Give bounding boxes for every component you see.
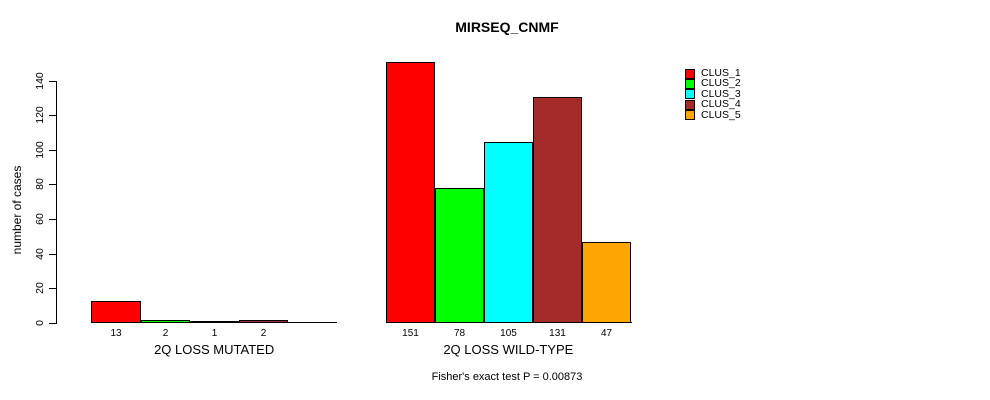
legend-label: CLUS_3 [701,87,741,100]
y-tick-label: 20 [34,282,46,294]
y-tick-label: 120 [34,106,46,124]
legend-item: CLUS_4 [685,99,741,110]
bar-CLUS_4 [533,97,582,323]
y-tick-label: 40 [34,248,46,260]
legend-swatch-CLUS_1 [685,68,695,79]
bar-value-label: 1 [211,328,218,339]
legend-swatch-CLUS_3 [685,89,695,100]
y-tick-label: 60 [34,213,46,225]
y-axis-line [56,81,57,324]
y-tick [49,219,57,220]
bar-CLUS_1 [386,62,435,323]
y-tick [49,115,57,116]
legend-label: CLUS_4 [701,98,741,111]
y-tick-label: 140 [34,72,46,90]
legend-item: CLUS_3 [685,87,741,100]
bar-CLUS_3 [190,321,239,323]
bar-CLUS_1 [91,301,141,323]
bar-CLUS_3 [484,142,533,323]
y-tick [49,288,57,289]
bar-value-label: 2 [260,328,267,339]
y-tick [49,184,57,185]
fisher-test-annotation: Fisher's exact test P = 0.00873 [431,371,583,383]
legend-label: CLUS_2 [701,77,741,90]
y-tick [49,254,57,255]
bar-value-label: 131 [549,328,566,339]
bar-value-label: 151 [402,328,419,339]
bar-CLUS_5 [582,242,631,323]
legend-label: CLUS_1 [701,67,741,79]
legend-item: CLUS_5 [685,108,741,121]
bar-CLUS_4 [239,320,288,323]
legend-swatch-CLUS_4 [685,99,695,110]
x-group-label: 2Q LOSS MUTATED [154,342,275,357]
legend-swatch-CLUS_5 [685,110,695,121]
y-tick-label: 0 [34,320,46,326]
bar-value-label: 2 [162,328,169,339]
y-tick [49,81,57,82]
y-tick [49,323,57,324]
legend-swatch-CLUS_2 [685,78,695,89]
y-tick [49,150,57,151]
y-tick-label: 80 [34,178,46,190]
y-tick-label: 100 [34,141,46,159]
chart-title: MIRSEQ_CNMF [455,19,559,35]
bar-CLUS_2 [141,320,190,323]
bar-value-label: 78 [453,328,466,339]
legend-item: CLUS_2 [685,78,741,89]
bar-CLUS_2 [435,188,484,323]
bar-value-label: 105 [500,328,517,339]
bar-value-label: 13 [110,328,122,339]
x-group-label: 2Q LOSS WILD-TYPE [443,342,574,357]
legend-label: CLUS_5 [701,108,741,121]
legend-item: CLUS_1 [685,68,741,79]
bar-value-label: 47 [600,328,613,339]
